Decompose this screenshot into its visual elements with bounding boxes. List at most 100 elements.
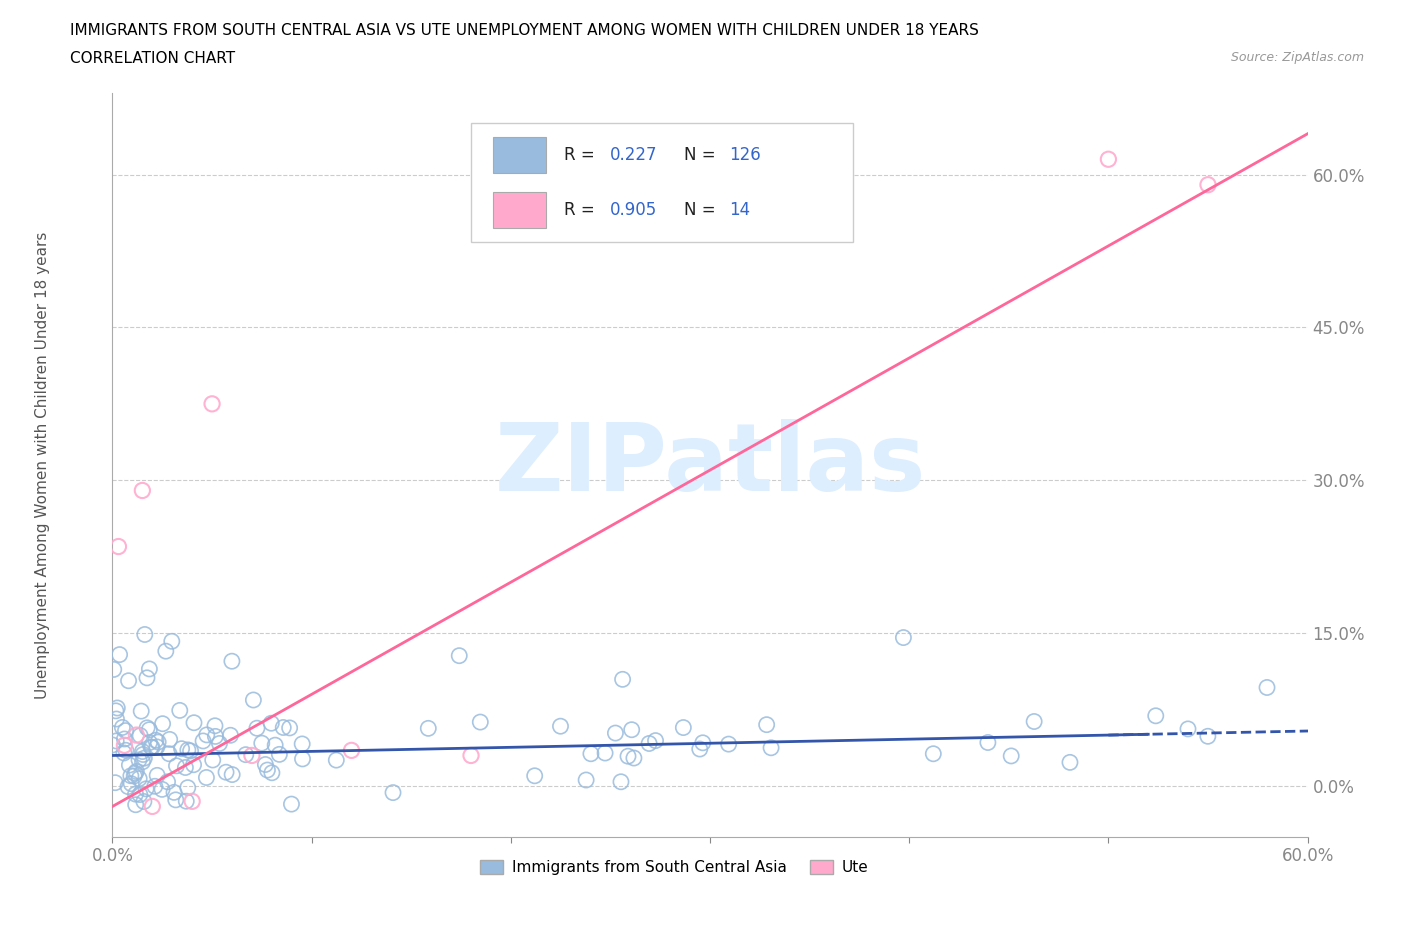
Point bbox=[617, 749, 640, 764]
Point bbox=[134, 627, 156, 642]
Point bbox=[242, 693, 264, 708]
Point bbox=[254, 757, 277, 772]
Point bbox=[112, 746, 135, 761]
Point bbox=[136, 671, 159, 685]
Point bbox=[146, 768, 169, 783]
Point bbox=[271, 720, 294, 735]
Point bbox=[246, 721, 269, 736]
Point bbox=[644, 733, 666, 748]
Point bbox=[623, 751, 645, 765]
Point bbox=[125, 727, 148, 742]
Point bbox=[117, 779, 139, 794]
Point bbox=[181, 794, 204, 809]
Point bbox=[1197, 729, 1219, 744]
Point bbox=[208, 736, 231, 751]
Point bbox=[575, 773, 598, 788]
Point bbox=[256, 763, 278, 777]
Point bbox=[174, 793, 197, 808]
Point bbox=[579, 746, 602, 761]
Point bbox=[278, 721, 301, 736]
Point bbox=[103, 662, 125, 677]
Text: CORRELATION CHART: CORRELATION CHART bbox=[70, 51, 235, 66]
Point bbox=[111, 720, 134, 735]
Bar bbox=[492, 137, 547, 173]
Point bbox=[125, 764, 148, 779]
Point bbox=[174, 760, 197, 775]
Point bbox=[291, 751, 314, 766]
Text: Unemployment Among Women with Children Under 18 years: Unemployment Among Women with Children U… bbox=[35, 232, 49, 698]
Point bbox=[124, 797, 146, 812]
Point bbox=[157, 746, 180, 761]
Point bbox=[1197, 178, 1219, 193]
Point bbox=[922, 746, 945, 761]
Point bbox=[1000, 749, 1022, 764]
Point bbox=[138, 735, 160, 750]
Point bbox=[163, 785, 186, 800]
Text: R =: R = bbox=[564, 146, 600, 164]
Point bbox=[129, 704, 152, 719]
Text: 126: 126 bbox=[730, 146, 761, 164]
Point bbox=[215, 764, 238, 779]
Bar bbox=[492, 192, 547, 228]
Point bbox=[104, 703, 127, 718]
Point bbox=[136, 721, 159, 736]
Point bbox=[105, 734, 128, 749]
Point bbox=[131, 483, 153, 498]
Point bbox=[250, 736, 273, 751]
Point bbox=[204, 718, 226, 733]
Point bbox=[148, 735, 170, 750]
Point bbox=[1256, 680, 1278, 695]
Point bbox=[118, 758, 141, 773]
Text: Source: ZipAtlas.com: Source: ZipAtlas.com bbox=[1230, 51, 1364, 64]
Point bbox=[195, 727, 218, 742]
Point bbox=[340, 743, 363, 758]
Text: 0.227: 0.227 bbox=[610, 146, 657, 164]
Text: R =: R = bbox=[564, 201, 600, 219]
Point bbox=[204, 729, 226, 744]
Point bbox=[131, 754, 153, 769]
Point bbox=[132, 747, 155, 762]
Point bbox=[382, 785, 405, 800]
Point bbox=[449, 648, 471, 663]
Point bbox=[120, 768, 142, 783]
Point bbox=[150, 782, 173, 797]
Point bbox=[1097, 152, 1119, 166]
Point bbox=[612, 671, 634, 686]
Point bbox=[195, 770, 218, 785]
Point bbox=[129, 728, 152, 743]
Text: 14: 14 bbox=[730, 201, 751, 219]
Point bbox=[689, 741, 711, 756]
Point bbox=[128, 787, 150, 802]
Point bbox=[139, 739, 162, 754]
Point bbox=[235, 747, 257, 762]
Point bbox=[145, 733, 167, 748]
Point bbox=[550, 719, 572, 734]
Point bbox=[101, 737, 124, 752]
Point bbox=[201, 752, 224, 767]
Point bbox=[977, 735, 1000, 750]
Point bbox=[269, 747, 291, 762]
Point bbox=[260, 765, 283, 780]
Point bbox=[169, 703, 191, 718]
Point bbox=[1024, 714, 1046, 729]
Point bbox=[105, 700, 128, 715]
Point bbox=[166, 758, 188, 773]
Point bbox=[759, 740, 782, 755]
Point bbox=[122, 768, 145, 783]
Point bbox=[610, 775, 633, 790]
Point bbox=[114, 724, 136, 738]
Point bbox=[114, 732, 136, 747]
Point bbox=[523, 768, 546, 783]
Point bbox=[165, 792, 187, 807]
Point bbox=[143, 778, 166, 793]
Point bbox=[799, 147, 821, 162]
Point bbox=[131, 744, 153, 759]
Point bbox=[620, 723, 643, 737]
Point bbox=[134, 751, 156, 765]
Point bbox=[755, 717, 778, 732]
Point bbox=[183, 715, 205, 730]
Point bbox=[672, 720, 695, 735]
Point bbox=[160, 634, 183, 649]
Point bbox=[156, 775, 179, 790]
FancyBboxPatch shape bbox=[471, 123, 853, 242]
